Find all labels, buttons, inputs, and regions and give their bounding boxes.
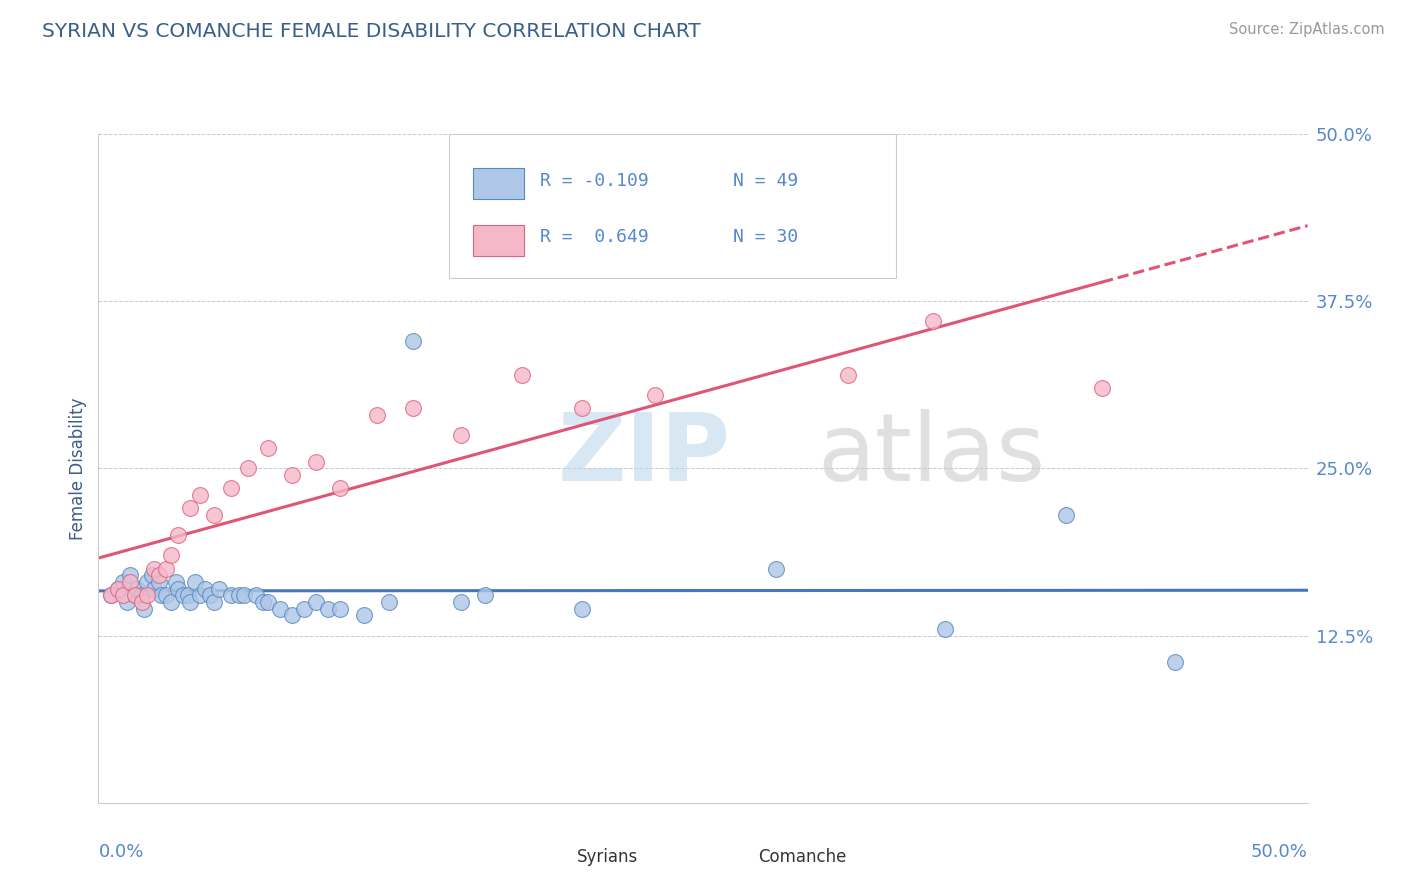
Point	[179, 501, 201, 516]
Point	[256, 442, 278, 456]
FancyBboxPatch shape	[449, 134, 897, 277]
Y-axis label: Female Disability: Female Disability	[69, 397, 87, 540]
Point	[1054, 508, 1077, 523]
FancyBboxPatch shape	[531, 847, 569, 868]
Point	[765, 562, 787, 576]
Point	[510, 368, 533, 382]
Point	[221, 589, 243, 603]
Point	[305, 595, 328, 609]
Point	[167, 528, 190, 542]
Point	[165, 575, 187, 590]
Point	[177, 589, 200, 603]
Point	[198, 589, 221, 603]
Point	[160, 595, 183, 609]
Text: 50.0%: 50.0%	[1251, 843, 1308, 861]
Point	[571, 602, 593, 616]
Point	[1163, 655, 1185, 669]
Text: atlas: atlas	[818, 409, 1046, 501]
Point	[118, 575, 141, 590]
Point	[256, 595, 278, 609]
Point	[204, 508, 226, 523]
Point	[117, 595, 139, 609]
Point	[208, 582, 231, 596]
Point	[160, 548, 183, 563]
Point	[148, 568, 170, 582]
Point	[204, 595, 226, 609]
Point	[143, 562, 166, 576]
Text: R = -0.109: R = -0.109	[540, 171, 648, 190]
Point	[329, 602, 352, 616]
FancyBboxPatch shape	[713, 847, 751, 868]
Point	[221, 482, 243, 496]
Point	[118, 568, 141, 582]
Point	[281, 608, 304, 623]
Point	[135, 575, 157, 590]
FancyBboxPatch shape	[474, 168, 524, 199]
Point	[402, 401, 425, 416]
Text: R =  0.649: R = 0.649	[540, 228, 648, 246]
Text: SYRIAN VS COMANCHE FEMALE DISABILITY CORRELATION CHART: SYRIAN VS COMANCHE FEMALE DISABILITY COR…	[42, 22, 700, 41]
Point	[837, 368, 859, 382]
Point	[172, 589, 194, 603]
Text: ZIP: ZIP	[558, 409, 731, 501]
Point	[353, 608, 375, 623]
Text: Comanche: Comanche	[759, 848, 846, 866]
Text: Source: ZipAtlas.com: Source: ZipAtlas.com	[1229, 22, 1385, 37]
Point	[269, 602, 291, 616]
Point	[124, 589, 146, 603]
Point	[179, 595, 201, 609]
Point	[921, 314, 943, 328]
Text: N = 30: N = 30	[734, 228, 799, 246]
Point	[450, 428, 472, 442]
Point	[127, 582, 149, 596]
Point	[316, 602, 339, 616]
Point	[184, 575, 207, 590]
Point	[366, 408, 388, 422]
Point	[305, 455, 328, 469]
Text: N = 49: N = 49	[734, 171, 799, 190]
Point	[107, 582, 129, 596]
Point	[377, 595, 399, 609]
Point	[281, 468, 304, 483]
Point	[155, 589, 177, 603]
Point	[111, 575, 134, 590]
Point	[143, 582, 166, 596]
Point	[188, 589, 211, 603]
Point	[571, 401, 593, 416]
Point	[131, 595, 153, 609]
FancyBboxPatch shape	[474, 225, 524, 256]
Point	[245, 589, 267, 603]
Point	[934, 622, 956, 636]
Point	[252, 595, 274, 609]
Point	[100, 589, 122, 603]
Point	[167, 582, 190, 596]
Point	[474, 589, 496, 603]
Point	[150, 589, 173, 603]
Point	[100, 589, 122, 603]
Point	[148, 575, 170, 590]
Point	[131, 589, 153, 603]
Point	[232, 589, 254, 603]
Point	[141, 568, 163, 582]
Point	[450, 595, 472, 609]
Point	[644, 388, 666, 402]
Point	[194, 582, 217, 596]
Text: 0.0%: 0.0%	[98, 843, 143, 861]
Point	[329, 482, 352, 496]
Point	[292, 602, 315, 616]
Point	[238, 461, 260, 475]
Point	[134, 602, 156, 616]
Point	[1091, 381, 1114, 395]
Point	[111, 589, 134, 603]
Point	[402, 334, 425, 349]
Point	[135, 589, 157, 603]
Text: Syrians: Syrians	[578, 848, 638, 866]
Point	[155, 562, 177, 576]
Point	[228, 589, 250, 603]
Point	[188, 488, 211, 502]
Point	[107, 582, 129, 596]
Point	[124, 589, 146, 603]
